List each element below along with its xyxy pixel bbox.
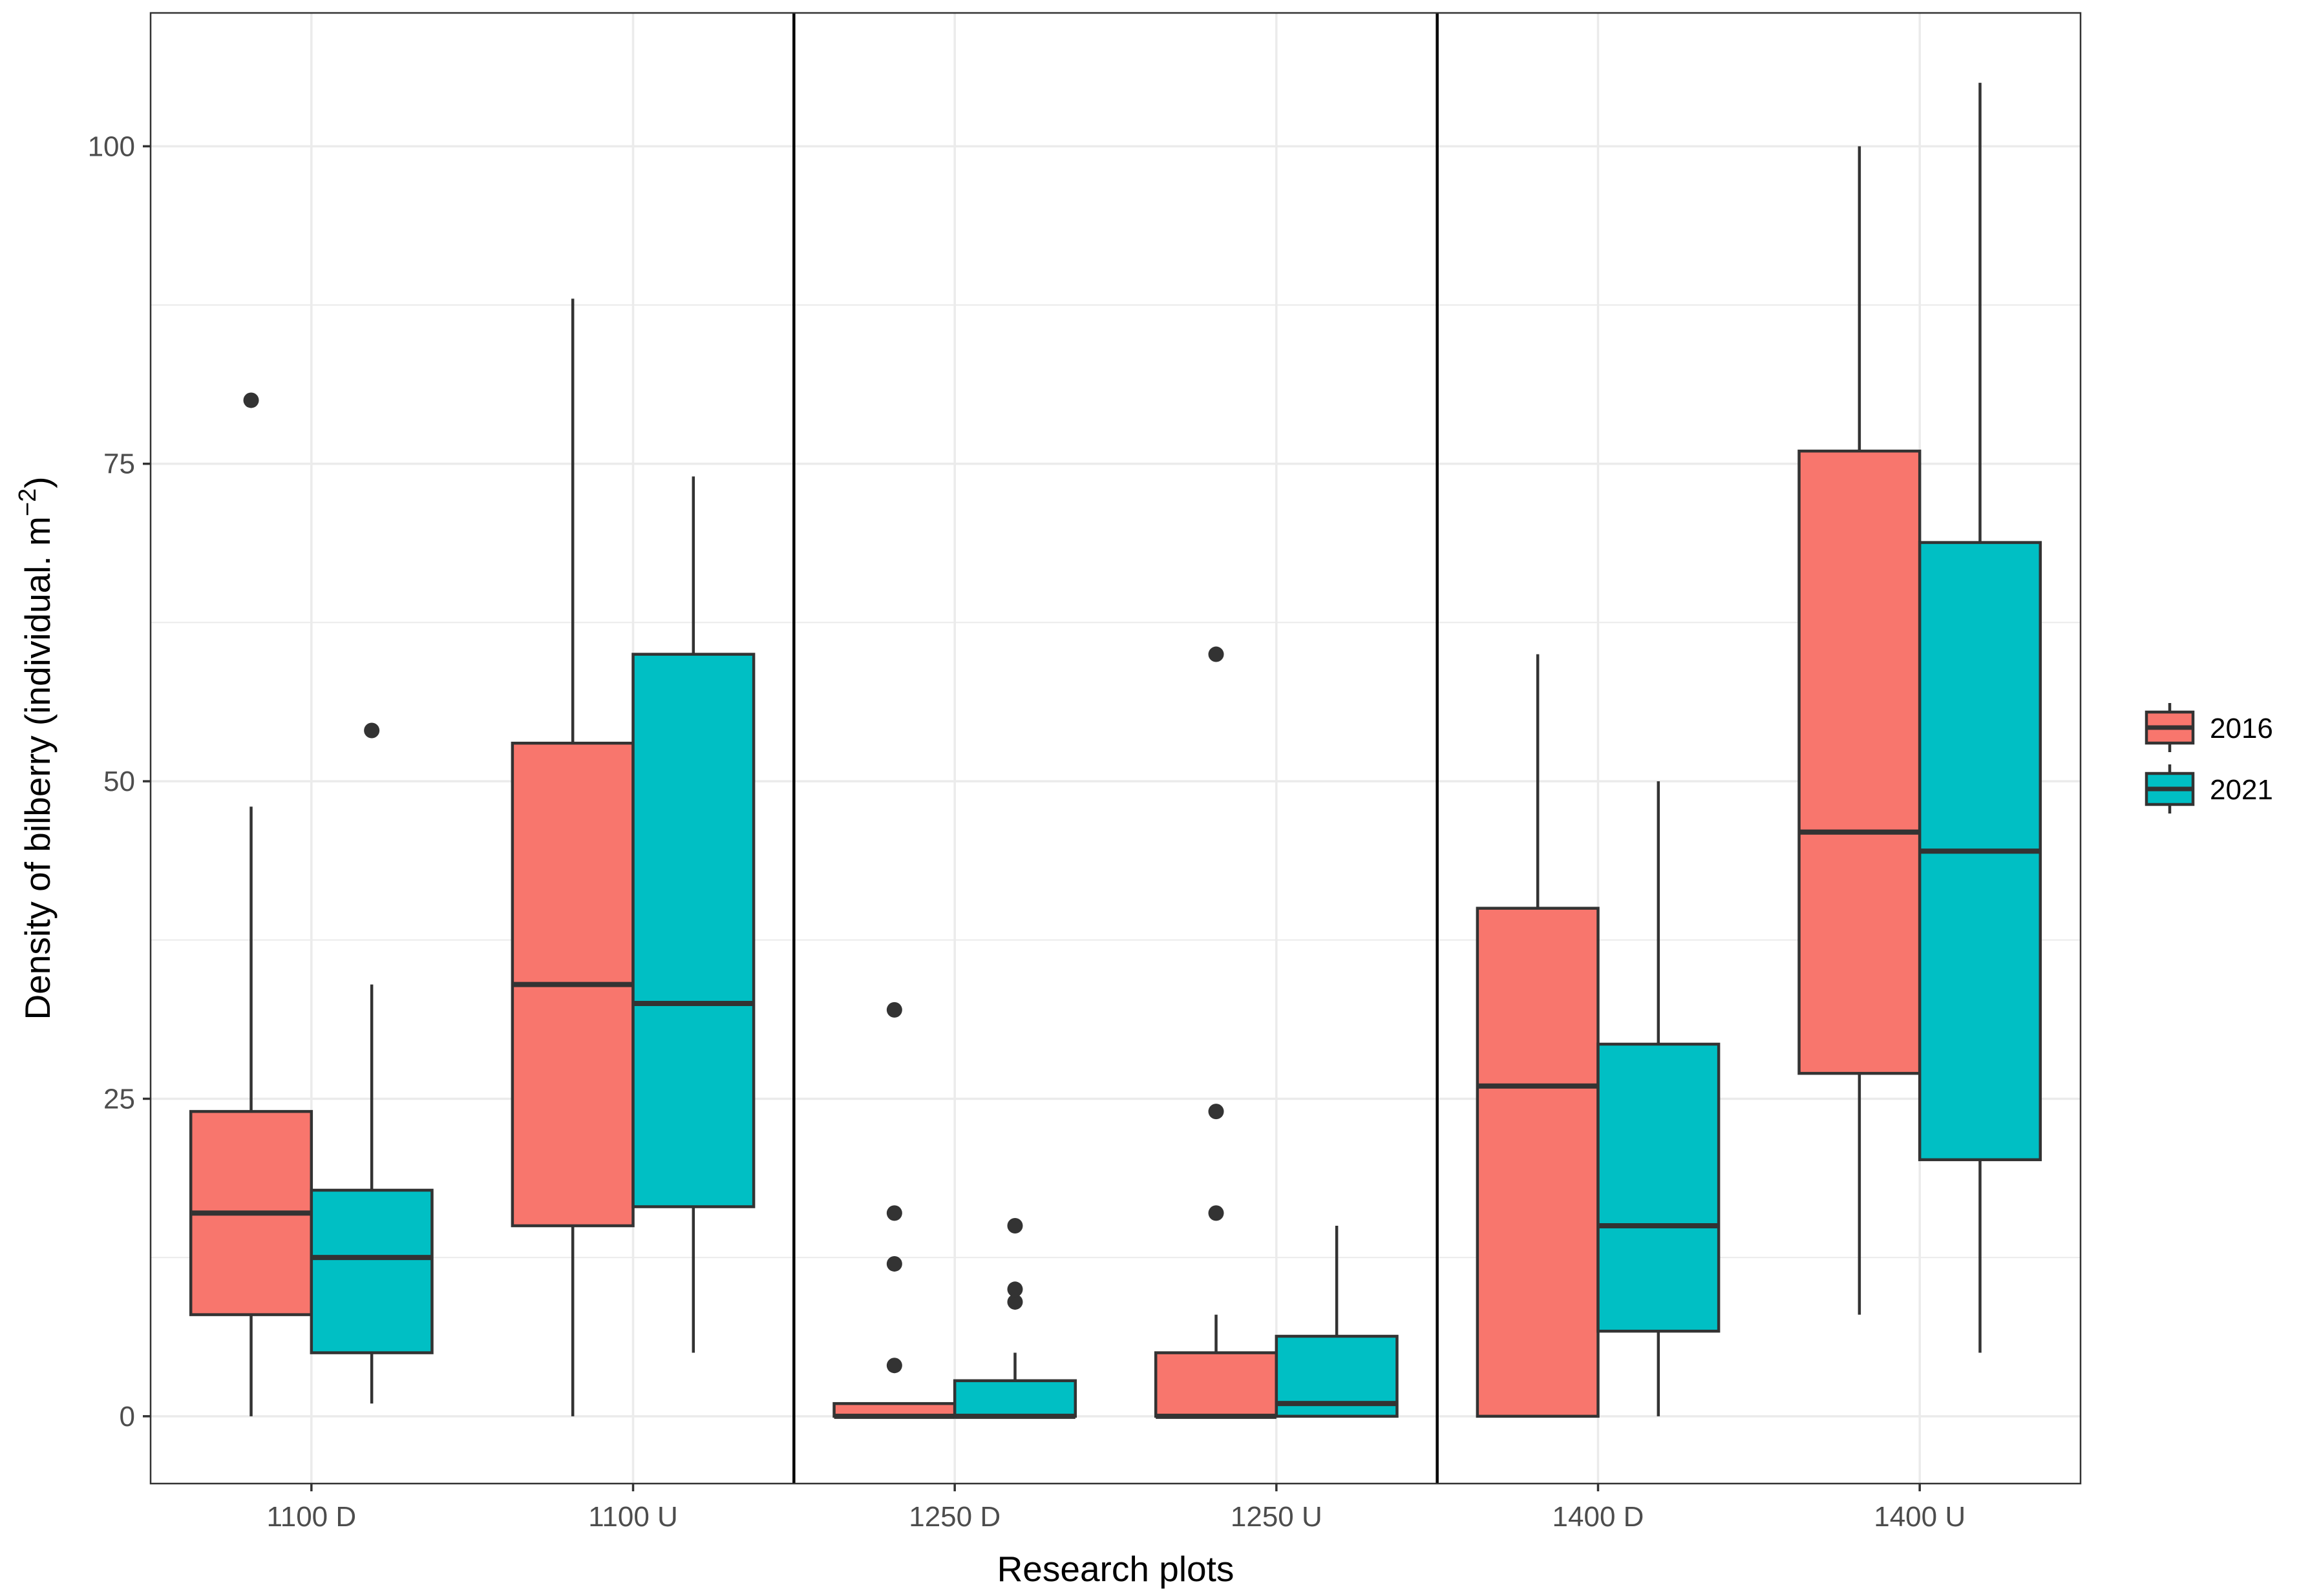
x-tick-label: 1250 U (1231, 1501, 1322, 1533)
y-axis-title-superscript: −2 (14, 488, 41, 516)
outlier-point (886, 1358, 902, 1374)
box-1100-u-2021 (631, 476, 756, 1353)
box-1400-d-2016 (1476, 654, 1600, 1418)
legend: 2016 2021 (2145, 703, 2273, 814)
legend-item-2016: 2016 (2145, 703, 2273, 752)
legend-label: 2021 (2210, 774, 2273, 806)
x-axis-title: Research plots (997, 1549, 1234, 1589)
box-body (1596, 1042, 1721, 1333)
y-axis-title-close: ) (17, 476, 58, 488)
box-body (631, 653, 756, 1208)
box-1250-d-2016 (832, 1002, 957, 1419)
x-tick-label: 1100 U (588, 1501, 678, 1533)
outlier-point (364, 722, 380, 739)
outlier-point (243, 392, 259, 408)
box-body (310, 1188, 434, 1354)
box-1400-u-2021 (1918, 83, 2042, 1353)
x-tick-label: 1400 U (1874, 1501, 1965, 1533)
outlier-point (1208, 646, 1224, 662)
box-body (1476, 907, 1600, 1418)
plot-panel-border (149, 12, 2082, 1485)
outlier-point (1007, 1281, 1023, 1297)
y-tick-label: 100 (88, 131, 135, 162)
outlier-point (1208, 1104, 1224, 1120)
y-axis-title: Density of bilberry (individual. m−2) (14, 476, 58, 1020)
outlier-point (1208, 1205, 1224, 1221)
box-body (1797, 449, 1922, 1075)
x-tick-label: 1250 D (909, 1501, 1001, 1533)
box-1250-d-2021 (953, 1218, 1077, 1419)
x-tick-label: 1100 D (267, 1501, 357, 1533)
outlier-point (1007, 1218, 1023, 1234)
outlier-point (886, 1255, 902, 1272)
box-1400-d-2021 (1596, 781, 1721, 1416)
outlier-point (1007, 1294, 1023, 1310)
y-tick-label: 75 (103, 448, 135, 480)
y-tick-label: 50 (103, 766, 135, 797)
x-tick-label: 1400 D (1552, 1501, 1644, 1533)
outlier-point (886, 1205, 902, 1221)
box-body (1154, 1351, 1278, 1418)
box-body (953, 1379, 1077, 1418)
boxes (189, 83, 2042, 1419)
y-axis: 0 25 50 75 100 (88, 131, 151, 1433)
y-tick-label: 25 (103, 1083, 135, 1115)
box-1100-d-2021 (310, 722, 434, 1404)
box-1250-u-2016 (1154, 646, 1278, 1419)
outlier-point (886, 1002, 902, 1018)
box-1100-u-2016 (511, 299, 635, 1416)
box-1250-u-2021 (1275, 1226, 1399, 1418)
legend-item-2021: 2021 (2145, 764, 2273, 814)
plot-separators (792, 13, 1439, 1484)
y-axis-title-main: Density of bilberry (individual. m (17, 516, 58, 1020)
legend-label: 2016 (2210, 713, 2273, 744)
x-axis: 1100 D 1100 U 1250 D 1250 U 1400 D 1400 U (267, 1484, 1965, 1533)
y-tick-label: 0 (120, 1401, 135, 1433)
box-1100-d-2016 (189, 392, 313, 1416)
